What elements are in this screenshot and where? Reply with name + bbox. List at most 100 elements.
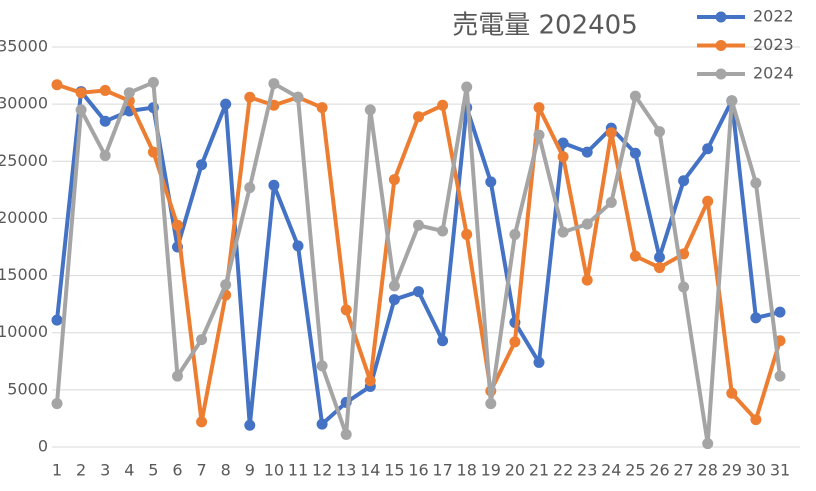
data-point — [316, 418, 328, 430]
data-point — [364, 104, 376, 116]
y-tick-label: 25000 — [0, 151, 48, 170]
data-point — [268, 78, 280, 90]
x-tick-label: 28 — [698, 461, 718, 480]
data-point — [147, 76, 159, 88]
x-tick-label: 21 — [529, 461, 549, 480]
data-point — [147, 146, 159, 158]
legend-label: 2022 — [753, 7, 794, 26]
data-point — [702, 438, 714, 450]
data-point — [629, 90, 641, 102]
data-point — [485, 398, 497, 410]
data-point — [75, 104, 87, 116]
x-tick-label: 20 — [505, 461, 525, 480]
legend-label: 2023 — [753, 35, 794, 54]
data-point — [557, 151, 569, 163]
data-point — [678, 281, 690, 293]
data-point — [388, 294, 400, 306]
data-point — [750, 414, 762, 426]
data-point — [629, 250, 641, 262]
data-point — [629, 147, 641, 159]
data-point — [99, 84, 111, 96]
data-point — [774, 306, 786, 318]
y-tick-label: 5000 — [7, 379, 48, 398]
x-tick-label: 9 — [245, 461, 255, 480]
x-tick-label: 30 — [746, 461, 766, 480]
data-point — [388, 280, 400, 292]
data-point — [51, 398, 63, 410]
x-tick-label: 11 — [288, 461, 308, 480]
x-tick-label: 17 — [432, 461, 452, 480]
x-tick-label: 4 — [124, 461, 134, 480]
data-point — [340, 304, 352, 316]
x-tick-label: 7 — [197, 461, 207, 480]
data-point — [388, 174, 400, 186]
x-tick-label: 13 — [336, 461, 356, 480]
data-point — [437, 99, 449, 111]
data-point — [413, 111, 424, 123]
chart-title: 売電量 202405 — [452, 11, 638, 41]
x-tick-label: 15 — [384, 461, 404, 480]
data-point — [123, 87, 135, 99]
x-tick-label: 16 — [408, 461, 428, 480]
data-point — [364, 375, 376, 387]
data-point — [654, 251, 665, 263]
data-point — [581, 146, 593, 158]
data-point — [726, 95, 738, 107]
data-point — [244, 91, 256, 103]
x-tick-label: 6 — [172, 461, 182, 480]
data-point — [220, 98, 232, 110]
x-tick-label: 12 — [312, 461, 332, 480]
data-point — [413, 286, 424, 298]
data-point — [172, 370, 183, 382]
data-point — [605, 127, 617, 139]
x-tick-label: 1 — [52, 461, 62, 480]
data-point — [557, 226, 569, 238]
data-point — [750, 177, 762, 189]
data-point — [726, 387, 738, 399]
data-point — [268, 179, 280, 191]
y-tick-label: 20000 — [0, 208, 48, 227]
data-point — [196, 334, 208, 346]
y-tick-label: 0 — [38, 437, 48, 456]
data-point — [485, 176, 497, 188]
data-point — [316, 360, 328, 372]
data-point — [340, 428, 352, 440]
data-point — [220, 279, 232, 291]
data-point — [244, 419, 256, 431]
data-point — [581, 218, 593, 230]
x-tick-label: 19 — [481, 461, 501, 480]
x-tick-label: 26 — [649, 461, 669, 480]
data-point — [292, 91, 304, 103]
data-point — [99, 150, 111, 162]
x-tick-label: 25 — [625, 461, 645, 480]
data-point — [51, 314, 63, 326]
data-point — [244, 182, 256, 194]
x-tick-label: 8 — [221, 461, 231, 480]
data-point — [774, 370, 786, 382]
x-tick-label: 10 — [264, 461, 284, 480]
data-point — [750, 312, 762, 324]
y-tick-label: 35000 — [0, 37, 48, 56]
x-tick-label: 23 — [577, 461, 597, 480]
x-tick-label: 18 — [457, 461, 477, 480]
data-point — [533, 356, 545, 368]
data-point — [654, 262, 665, 274]
x-tick-label: 29 — [722, 461, 742, 480]
data-point — [292, 240, 304, 252]
y-tick-label: 10000 — [0, 322, 48, 341]
data-point — [172, 219, 183, 231]
y-tick-label: 30000 — [0, 94, 48, 113]
data-point — [51, 79, 63, 91]
x-tick-label: 27 — [673, 461, 693, 480]
data-point — [99, 115, 111, 127]
data-point — [533, 102, 545, 114]
data-point — [413, 219, 424, 231]
data-point — [557, 137, 569, 149]
x-tick-label: 22 — [553, 461, 573, 480]
legend-label: 2024 — [753, 64, 794, 83]
data-point — [533, 129, 545, 141]
x-tick-label: 2 — [76, 461, 86, 480]
data-point — [702, 195, 714, 207]
data-point — [461, 81, 473, 93]
